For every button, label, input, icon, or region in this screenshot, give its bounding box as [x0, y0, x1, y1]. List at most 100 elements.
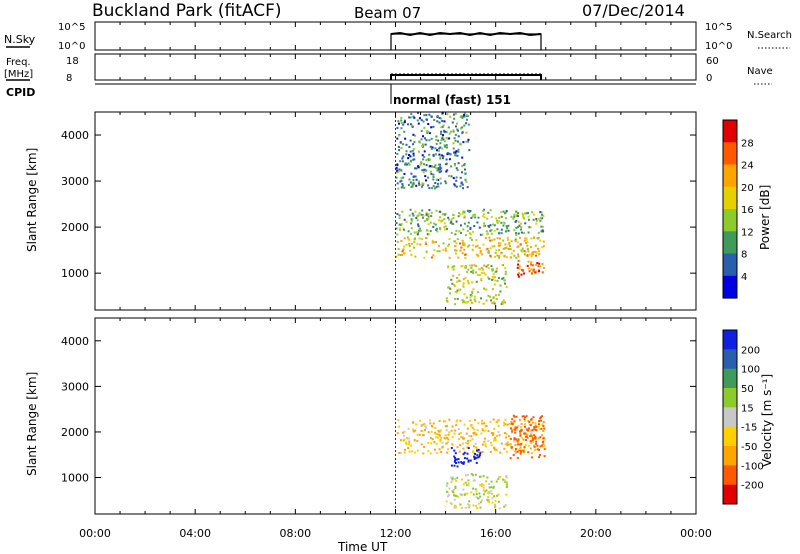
echo-cell	[471, 264, 473, 267]
echo-cell	[527, 429, 530, 432]
echo-cell	[467, 484, 470, 487]
range-tick-label: 1000	[61, 267, 89, 280]
echo-cell	[520, 249, 523, 252]
echo-cell	[492, 486, 495, 489]
echo-cell	[434, 147, 437, 150]
echo-cell	[424, 242, 427, 245]
echo-cell	[457, 215, 460, 218]
echo-cell	[467, 300, 470, 303]
echo-cell	[483, 287, 485, 290]
echo-cell	[479, 251, 482, 254]
echo-cell	[430, 137, 433, 140]
echo-cell	[491, 302, 494, 305]
echo-cell	[480, 483, 483, 485]
echo-cell	[462, 483, 465, 486]
echo-cell	[444, 247, 447, 250]
echo-cell	[514, 452, 517, 454]
echo-cell	[461, 442, 464, 445]
echo-cell	[420, 430, 423, 432]
echo-cell	[418, 212, 421, 215]
echo-cell	[453, 137, 456, 140]
echo-cell	[412, 152, 415, 155]
echo-cell	[473, 264, 476, 267]
echo-cell	[487, 430, 490, 433]
echo-cell	[541, 262, 544, 265]
echo-cell	[505, 486, 508, 488]
echo-cell	[531, 456, 534, 459]
echo-cell	[425, 229, 428, 232]
echo-cell	[420, 443, 423, 446]
echo-cell	[464, 266, 467, 269]
echo-cell	[462, 300, 465, 303]
echo-cell	[495, 267, 498, 270]
echo-cell	[494, 499, 497, 502]
echo-cell	[506, 441, 509, 443]
echo-cell	[525, 238, 528, 241]
echo-cell	[496, 219, 498, 222]
echo-cell	[535, 436, 538, 439]
echo-cell	[469, 237, 472, 239]
echo-cell	[525, 237, 528, 240]
echo-cell	[400, 176, 403, 179]
echo-cell	[397, 187, 400, 190]
echo-cell	[437, 179, 440, 181]
echo-cell	[528, 253, 531, 256]
echo-cell	[479, 450, 482, 453]
echo-cell	[513, 215, 516, 218]
echo-cell	[437, 139, 440, 142]
echo-cell	[445, 429, 448, 432]
echo-cell	[449, 221, 452, 224]
echo-cell	[429, 221, 432, 224]
echo-cell	[422, 423, 425, 426]
echo-cell	[470, 473, 473, 475]
echo-cell	[494, 436, 497, 439]
echo-cell	[430, 126, 433, 129]
echo-cell	[417, 225, 420, 228]
echo-cell	[466, 457, 469, 460]
echo-cell	[535, 442, 537, 445]
echo-cell	[413, 231, 416, 234]
echo-cell	[467, 503, 470, 506]
echo-cell	[487, 250, 490, 253]
echo-cell	[504, 282, 506, 285]
echo-cell	[467, 439, 470, 442]
echo-cell	[479, 249, 482, 252]
echo-cell	[470, 491, 473, 494]
echo-cell	[438, 147, 441, 150]
echo-cell	[413, 116, 416, 119]
echo-cell	[482, 484, 485, 487]
echo-cell	[407, 443, 410, 445]
echo-cell	[519, 243, 522, 246]
echo-cell	[466, 446, 469, 449]
echo-cell	[494, 503, 497, 506]
echo-cell	[538, 218, 541, 220]
echo-cell	[412, 176, 415, 178]
echo-cell	[484, 429, 487, 432]
echo-cell	[416, 449, 419, 452]
echo-cell	[543, 445, 546, 447]
echo-cell	[414, 451, 417, 454]
echo-cell	[455, 291, 458, 294]
echo-cell	[515, 226, 518, 229]
echo-cell	[533, 427, 536, 430]
echo-cell	[524, 443, 527, 446]
echo-cell	[539, 436, 542, 439]
echo-cell	[458, 288, 460, 291]
echo-cell	[442, 213, 444, 216]
echo-cell	[485, 424, 488, 427]
echo-cell	[413, 158, 416, 161]
echo-cell	[541, 423, 544, 426]
echo-cell	[411, 185, 414, 188]
echo-cell	[481, 253, 484, 256]
echo-cell	[492, 418, 495, 421]
echo-cell	[475, 433, 478, 436]
echo-cell	[491, 268, 494, 271]
echo-cell	[529, 435, 532, 438]
colorbar-tick-label: 100	[741, 365, 760, 376]
echo-cell	[461, 116, 464, 119]
echo-cell	[454, 112, 457, 115]
echo-cell	[454, 233, 457, 236]
echo-cell	[504, 504, 507, 507]
colorbar-band	[723, 349, 737, 370]
echo-cell	[463, 113, 466, 116]
